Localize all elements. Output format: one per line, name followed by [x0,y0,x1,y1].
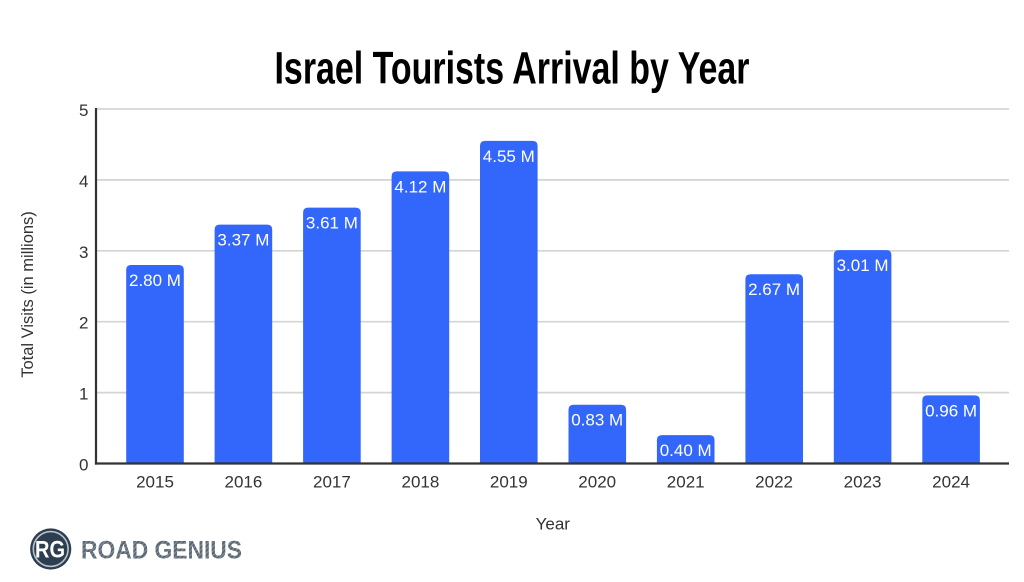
svg-text:2015: 2015 [136,473,174,492]
svg-text:Total Visits (in millions): Total Visits (in millions) [19,211,37,378]
svg-text:Year: Year [536,515,571,534]
svg-text:3.61 M: 3.61 M [306,214,358,233]
svg-text:ROAD GENIUS: ROAD GENIUS [81,537,242,565]
svg-text:2016: 2016 [224,473,262,492]
svg-text:2018: 2018 [401,473,439,492]
svg-text:0: 0 [79,456,88,475]
svg-text:2: 2 [79,314,88,333]
svg-text:0.96 M: 0.96 M [925,401,977,420]
svg-text:4: 4 [79,172,88,191]
svg-text:3.37 M: 3.37 M [217,231,269,250]
svg-text:2020: 2020 [578,473,616,492]
svg-text:0.83 M: 0.83 M [571,411,623,430]
svg-text:2019: 2019 [490,473,528,492]
svg-text:5: 5 [79,101,88,120]
svg-text:1: 1 [79,385,88,404]
svg-text:2022: 2022 [755,473,793,492]
svg-text:Israel Tourists Arrival by Yea: Israel Tourists Arrival by Year [275,43,750,94]
svg-text:3.01 M: 3.01 M [837,256,889,275]
svg-text:3: 3 [79,243,88,262]
svg-text:RG: RG [35,537,65,564]
svg-text:0.40 M: 0.40 M [660,441,712,460]
svg-text:2.67 M: 2.67 M [748,280,800,299]
svg-text:4.12 M: 4.12 M [394,177,446,196]
svg-text:2017: 2017 [313,473,351,492]
svg-text:2024: 2024 [932,473,970,492]
svg-text:2023: 2023 [844,473,882,492]
svg-text:2.80 M: 2.80 M [129,271,181,290]
svg-text:2021: 2021 [667,473,705,492]
svg-text:4.55 M: 4.55 M [483,147,535,166]
